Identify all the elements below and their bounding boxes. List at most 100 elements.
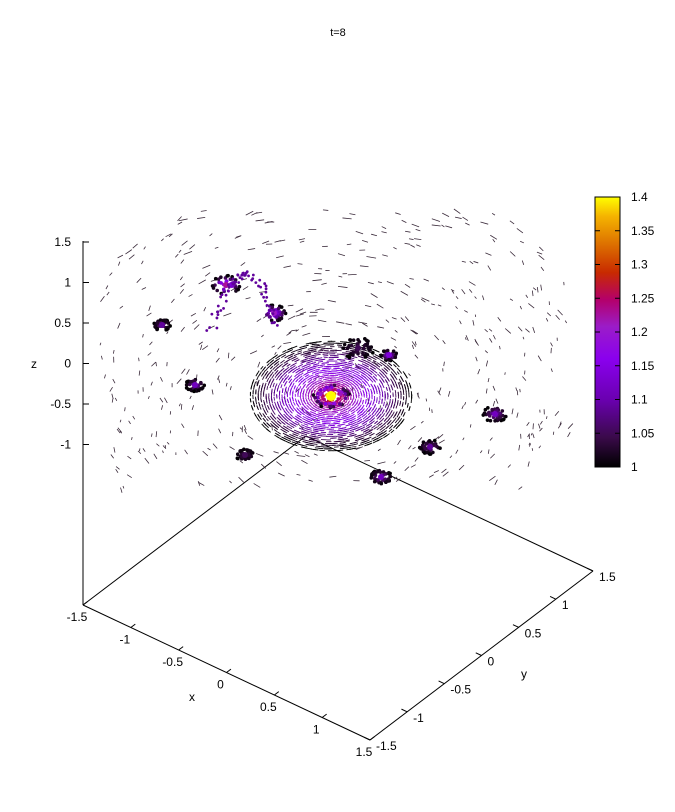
vortex-arrow [398,409,402,414]
y-tick-label: -1 [413,711,424,725]
vortex-arrow [280,414,285,418]
vortex-arrow [336,369,344,372]
vortex-arrow [362,375,366,379]
field-arrow [420,298,426,303]
vortex-arrow [388,408,391,413]
cluster-point [332,401,337,406]
vortex-arrow [362,372,367,377]
vortex-arrow [364,442,369,445]
field-arrow [114,397,118,401]
field-arrow [299,311,307,315]
vortex-arrow [339,407,345,411]
y-tick-label: 1 [562,598,569,612]
vortex-arrow [253,412,257,417]
vortex-arrow [302,415,308,420]
field-arrow [119,430,123,434]
vortex-arrow [296,407,300,411]
field-arrow [421,297,430,302]
field-arrow [368,428,372,432]
vortex-arrow [280,428,286,433]
field-arrow [390,337,397,341]
vortex-arrow [307,414,312,417]
vortex-arrow [390,414,393,419]
vortex-arrow [388,362,393,367]
field-arrow [527,461,530,467]
field-arrow [236,235,241,238]
field-arrow [475,399,479,404]
cluster-point [280,310,285,315]
field-arrow [115,468,119,473]
field-arrow [538,254,545,261]
vortex-arrow [302,368,308,372]
vortex-arrow [302,392,304,398]
vortex-arrow [368,431,373,435]
field-arrow [128,254,135,260]
vortex-arrow [309,438,315,441]
vortex-arrow [349,400,353,406]
vortex-arrow [302,417,306,421]
vortex-arrow [292,406,298,412]
vortex-arrow [394,423,398,427]
field-arrow [410,464,416,468]
field-arrow [137,450,142,455]
field-arrow [202,450,209,457]
field-arrow [200,344,203,351]
field-arrow [198,482,205,486]
vortex-arrow [284,426,289,430]
vortex-arrow [302,350,307,353]
cluster-point [490,407,494,412]
vortex-arrow [360,428,366,432]
vortex-arrow [320,364,325,366]
field-arrow [205,272,211,277]
cluster-core [242,452,248,458]
vortex-arrow [305,425,311,429]
vortex-arrow [302,438,308,442]
vortex-arrow [368,371,373,376]
field-arrow [296,473,301,476]
cluster-core [386,352,392,358]
cluster-point [313,395,318,400]
vortex-arrow [376,390,378,395]
vortex-arrow [314,371,321,375]
vortex-arrow [357,409,361,413]
field-arrow [177,216,182,222]
vortex-arrow [289,413,294,417]
cluster-point [226,273,230,278]
vortex-arrow [294,374,298,378]
vortex-arrow [306,351,312,354]
vortex-arrow [345,375,351,379]
vortex-arrow [365,402,369,408]
arc-point [272,308,276,312]
colorbar-tick-label: 1 [631,460,638,474]
arc-point [247,274,250,278]
field-arrow [180,259,185,264]
field-arrow [155,431,158,438]
vortex-arrow [307,418,313,421]
vortex-arrow [311,343,317,346]
field-arrow [375,362,379,366]
cluster-point [381,470,386,474]
vortex-arrow [314,389,317,394]
vortex-arrow [266,422,271,427]
vortex-arrow [355,366,361,370]
vortex-arrow [375,363,381,368]
vortex-arrow [364,431,369,434]
vortex-arrow [277,409,282,415]
vortex-arrow [324,377,332,380]
vortex-arrow [311,387,315,392]
vortex-arrow [367,440,373,444]
vortex-arrow [376,366,381,371]
field-arrow [155,362,157,367]
colorbar: 1 1.05 1.1 1.15 1.2 1.25 1.3 1.35 1.4 [594,190,655,474]
vortex-arrow [271,374,275,379]
field-arrow [410,425,416,431]
vortex-arrow [390,374,394,379]
vortex-arrow [312,376,319,380]
vortex-arrow [306,360,314,364]
vortex-arrow [276,401,279,405]
arc-point [257,284,260,288]
vortex-arrow [298,427,305,431]
field-arrow [177,221,183,225]
field-arrow [313,453,318,456]
vortex-arrow [357,379,363,385]
